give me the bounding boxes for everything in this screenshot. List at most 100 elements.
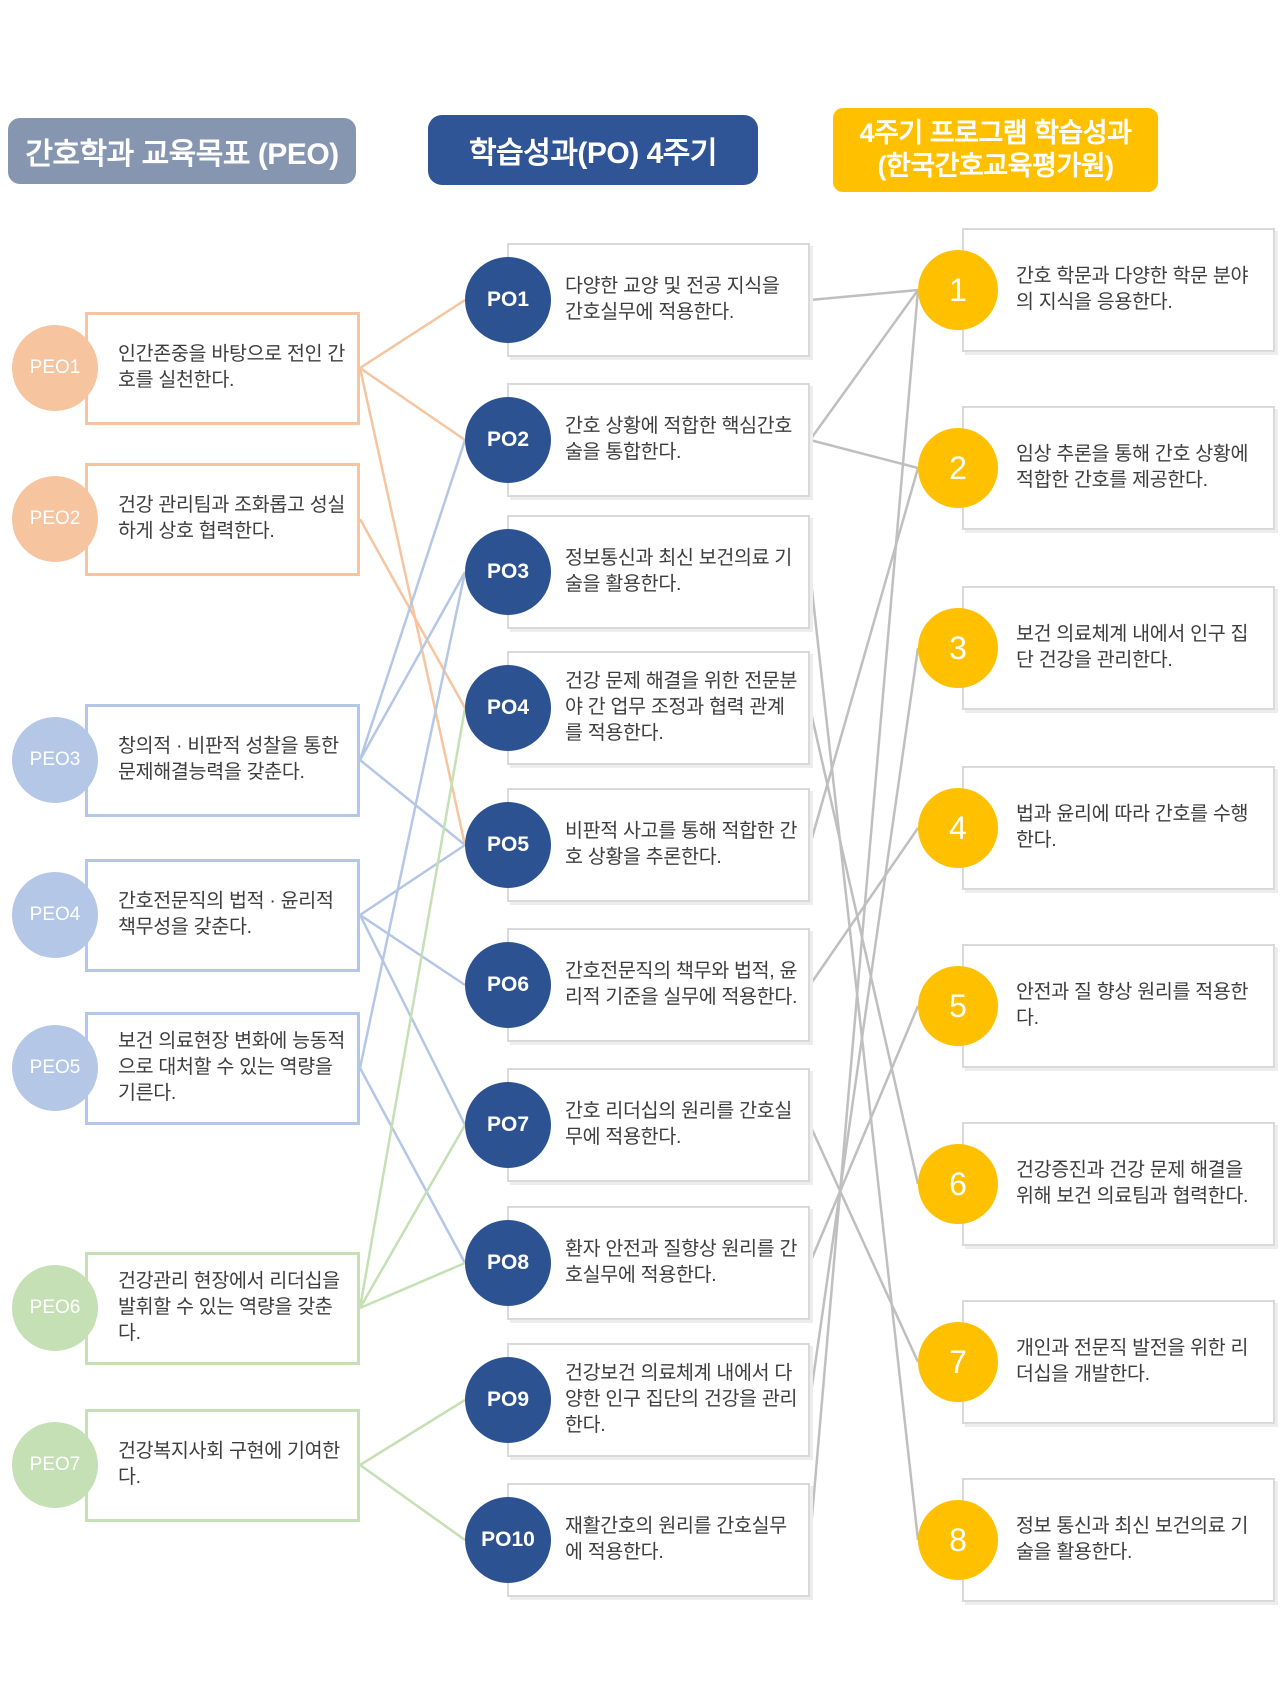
link-po7-r7: [808, 1124, 920, 1363]
link-po2-r2: [809, 438, 919, 470]
r3-box: 보건 의료체계 내에서 인구 집단 건강을 관리한다.: [962, 586, 1275, 710]
r6-label: 6: [949, 1165, 967, 1202]
peo7-box: 건강복지사회 구현에 기여한다.: [85, 1408, 360, 1522]
po9-label: PO9: [486, 1388, 530, 1411]
po1-badge: PO1: [465, 257, 551, 343]
link-peo3-po5: [359, 759, 466, 846]
po5-label: PO5: [486, 833, 530, 856]
r7-label: 7: [949, 1343, 967, 1380]
po4-text: 건강 문제 해결을 위한 전문분야 간 업무 조정과 협력 관계를 적용한다.: [565, 670, 798, 744]
peo5-box: 보건 의료현장 변화에 능동적으로 대처할 수 있는 역량을 기른다.: [85, 1011, 360, 1125]
link-peo1-po5: [358, 367, 467, 846]
po6-badge: PO6: [465, 942, 551, 1028]
peo1-badge: PEO1: [12, 325, 98, 411]
r4-badge: 4: [918, 788, 998, 868]
peo6-box: 건강관리 현장에서 리더십을 발휘할 수 있는 역량을 갖춘다.: [85, 1251, 360, 1365]
r2-box: 임상 추론을 통해 간호 상황에 적합한 간호를 제공한다.: [962, 406, 1275, 530]
peo2-box: 건강 관리팀과 조화롭고 성실하게 상호 협력한다.: [85, 462, 360, 576]
po4-badge: PO4: [465, 665, 551, 751]
peo3-box: 창의적 · 비판적 성찰을 통한 문제해결능력을 갖춘다.: [85, 703, 360, 817]
po1-text: 다양한 교양 및 전공 지식을 간호실무에 적용한다.: [565, 275, 780, 323]
r1-label: 1: [949, 271, 967, 308]
po6-text: 간호전문직의 책무와 법적, 윤리적 기준을 실무에 적용한다.: [565, 960, 798, 1008]
po8-label: PO8: [486, 1251, 530, 1274]
po2-label: PO2: [486, 428, 530, 451]
link-peo2-po4: [358, 518, 467, 709]
peo3-label: PEO3: [29, 749, 81, 770]
link-peo3-po2: [358, 439, 467, 761]
peo2-text: 건강 관리팀과 조화롭고 성실하게 상호 협력한다.: [118, 494, 346, 542]
peo6-label: PEO6: [29, 1297, 81, 1318]
po7-text: 간호 리더십의 원리를 간호실무에 적용한다.: [565, 1100, 793, 1148]
r1-box: 간호 학문과 다양한 학문 분야의 지식을 응용한다.: [962, 228, 1275, 352]
link-peo6-po7: [358, 1124, 467, 1309]
r1-badge: 1: [918, 250, 998, 330]
peo1-label: PEO1: [29, 357, 81, 378]
link-po1-r1: [809, 288, 919, 302]
po1-label: PO1: [486, 288, 530, 311]
r3-label: 3: [949, 629, 967, 666]
r2-badge: 2: [918, 428, 998, 508]
r8-box: 정보 통신과 최신 보건의료 기술을 활용한다.: [962, 1478, 1275, 1602]
peo2-badge: PEO2: [12, 476, 98, 562]
peo7-text: 건강복지사회 구현에 기여한다.: [118, 1440, 340, 1488]
po3-text: 정보통신과 최신 보건의료 기술을 활용한다.: [565, 547, 793, 595]
po5-badge: PO5: [465, 802, 551, 888]
link-po10-r1: [808, 289, 920, 1541]
link-peo7-po9: [359, 1398, 466, 1467]
r4-label: 4: [949, 809, 967, 846]
po5-box: 비판적 사고를 통해 적합한 간호 상황을 추론한다.: [507, 788, 810, 902]
link-po4-r6: [808, 707, 920, 1185]
link-peo1-po1: [359, 298, 466, 370]
po5-text: 비판적 사고를 통해 적합한 간호 상황을 추론한다.: [565, 820, 798, 868]
link-peo4-po7: [358, 914, 467, 1126]
po9-badge: PO9: [465, 1357, 551, 1443]
link-po8-r5: [808, 1005, 920, 1264]
r8-badge: 8: [918, 1500, 998, 1580]
r8-label: 8: [949, 1521, 967, 1558]
po10-label: PO10: [481, 1528, 535, 1551]
link-peo5-po8: [358, 1067, 467, 1264]
link-po3-r8: [808, 571, 920, 1541]
po4-label: PO4: [486, 696, 530, 719]
peo5-badge: PEO5: [12, 1025, 98, 1111]
po4-box: 건강 문제 해결을 위한 전문분야 간 업무 조정과 협력 관계를 적용한다.: [507, 651, 810, 765]
po9-text: 건강보건 의료체계 내에서 다양한 인구 집단의 건강을 관리한다.: [565, 1362, 798, 1436]
r5-badge: 5: [918, 966, 998, 1046]
po8-box: 환자 안전과 질향상 원리를 간호실무에 적용한다.: [507, 1206, 810, 1320]
link-peo6-po8: [359, 1261, 466, 1310]
link-peo7-po10: [359, 1463, 466, 1542]
r6-badge: 6: [918, 1144, 998, 1224]
r2-text: 임상 추론을 통해 간호 상황에 적합한 간호를 제공한다.: [1016, 443, 1249, 491]
peo3-text: 창의적 · 비판적 성찰을 통한 문제해결능력을 갖춘다.: [118, 735, 339, 783]
r7-text: 개인과 전문직 발전을 위한 리더십을 개발한다.: [1016, 1337, 1249, 1385]
header-peo: 간호학과 교육목표 (PEO): [8, 118, 356, 184]
peo7-label: PEO7: [29, 1454, 81, 1475]
link-peo4-po5: [359, 843, 466, 917]
peo5-label: PEO5: [29, 1057, 81, 1078]
peo2-label: PEO2: [29, 508, 81, 529]
r2-label: 2: [949, 449, 967, 486]
po3-label: PO3: [486, 560, 530, 583]
peo6-badge: PEO6: [12, 1265, 98, 1351]
peo5-text: 보건 의료현장 변화에 능동적으로 대처할 수 있는 역량을 기른다.: [118, 1030, 346, 1104]
link-peo5-po3: [358, 571, 467, 1069]
r7-badge: 7: [918, 1322, 998, 1402]
r6-text: 건강증진과 건강 문제 해결을 위해 보건 의료팀과 협력한다.: [1016, 1159, 1249, 1207]
peo1-text: 인간존중을 바탕으로 전인 간호를 실천한다.: [118, 343, 346, 391]
po10-badge: PO10: [465, 1497, 551, 1583]
link-po9-r3: [808, 647, 920, 1401]
header-program-outcomes: 4주기 프로그램 학습성과 (한국간호교육평가원): [833, 108, 1158, 192]
po7-box: 간호 리더십의 원리를 간호실무에 적용한다.: [507, 1068, 810, 1182]
peo1-box: 인간존중을 바탕으로 전인 간호를 실천한다.: [85, 311, 360, 425]
po3-box: 정보통신과 최신 보건의료 기술을 활용한다.: [507, 515, 810, 629]
r8-text: 정보 통신과 최신 보건의료 기술을 활용한다.: [1016, 1515, 1249, 1563]
po7-badge: PO7: [465, 1082, 551, 1168]
po3-badge: PO3: [465, 529, 551, 615]
peo4-text: 간호전문직의 법적 · 윤리적 책무성을 갖춘다.: [118, 890, 334, 938]
peo6-text: 건강관리 현장에서 리더십을 발휘할 수 있는 역량을 갖춘다.: [118, 1270, 340, 1344]
r5-label: 5: [949, 987, 967, 1024]
r4-text: 법과 윤리에 따라 간호를 수행한다.: [1016, 803, 1249, 851]
po2-box: 간호 상황에 적합한 핵심간호술을 통합한다.: [507, 383, 810, 497]
po2-text: 간호 상황에 적합한 핵심간호술을 통합한다.: [565, 415, 793, 463]
